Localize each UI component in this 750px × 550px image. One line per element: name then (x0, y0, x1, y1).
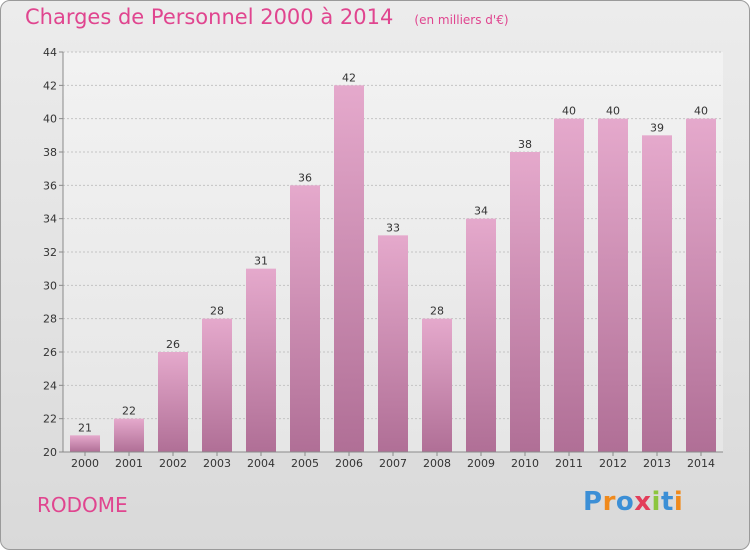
value-label-2012: 40 (606, 105, 620, 118)
y-axis-ticks: 20 22 24 26 28 30 32 34 36 38 40 42 44 (43, 46, 63, 459)
bar-2013 (642, 135, 672, 453)
bar-2014 (686, 118, 716, 453)
logo-letter: P (583, 487, 603, 517)
value-label-2007: 33 (386, 221, 400, 234)
x-tick-label-2003: 2003 (203, 457, 231, 470)
bar-2012 (598, 118, 628, 453)
bar-2003 (202, 318, 232, 452)
bar-2010 (510, 152, 540, 452)
value-label-2002: 26 (166, 338, 180, 351)
bar-2002 (158, 352, 188, 452)
x-axis-ticks: 2000 2001 2002 2003 2004 2005 2006 2007 2008 2009… (71, 452, 715, 470)
logo-letter: i (673, 487, 684, 517)
x-tick-label-2005: 2005 (291, 457, 319, 470)
y-tick-label: 22 (43, 413, 57, 426)
x-tick-label-2014: 2014 (687, 457, 715, 470)
title-row: Charges de Personnel 2000 à 2014 (en mil… (25, 5, 509, 29)
bar-2001 (114, 418, 144, 452)
y-tick-label: 32 (43, 246, 57, 259)
logo-letter: i (651, 487, 661, 517)
proxiti-logo: Proxiti (583, 487, 683, 517)
value-label-2009: 34 (474, 205, 488, 218)
value-label-2004: 31 (254, 255, 268, 268)
value-label-2000: 21 (78, 421, 92, 434)
x-tick-label-2000: 2000 (71, 457, 99, 470)
y-tick-label: 30 (43, 279, 57, 292)
y-tick-label: 34 (43, 213, 57, 226)
bar-2005 (290, 185, 320, 453)
bar-2008 (422, 318, 452, 452)
y-tick-label: 36 (43, 179, 57, 192)
x-tick-label-2009: 2009 (467, 457, 495, 470)
value-label-2006: 42 (342, 71, 356, 84)
y-tick-label: 24 (43, 379, 57, 392)
value-label-2005: 36 (298, 171, 312, 184)
x-tick-label-2013: 2013 (643, 457, 671, 470)
y-tick-label: 40 (43, 113, 57, 126)
chart-title: Charges de Personnel 2000 à 2014 (25, 5, 394, 29)
x-tick-label-2008: 2008 (423, 457, 451, 470)
bar-2009 (466, 218, 496, 452)
y-tick-label: 28 (43, 313, 57, 326)
chart-subtitle: (en milliers d'€) (414, 13, 509, 27)
x-tick-label-2001: 2001 (115, 457, 143, 470)
commune-name: RODOME (37, 493, 128, 517)
value-label-2011: 40 (562, 105, 576, 118)
value-label-2008: 28 (430, 305, 444, 318)
logo-letter: t (660, 487, 674, 517)
bar-2011 (554, 118, 584, 453)
logo-letter: o (615, 487, 635, 517)
bar-2004 (246, 268, 276, 452)
y-tick-label: 38 (43, 146, 57, 159)
bar-2000 (70, 435, 100, 452)
x-tick-label-2011: 2011 (555, 457, 583, 470)
y-tick-label: 26 (43, 346, 57, 359)
y-tick-label: 20 (43, 446, 57, 459)
logo-letter: r (602, 487, 616, 517)
x-tick-label-2010: 2010 (511, 457, 539, 470)
value-labels: 21 22 26 28 31 36 42 33 28 34 38 40 40 39 40 (78, 71, 708, 434)
x-tick-label-2012: 2012 (599, 457, 627, 470)
value-label-2001: 22 (122, 405, 136, 418)
value-label-2014: 40 (694, 105, 708, 118)
value-label-2013: 39 (650, 121, 664, 134)
x-tick-label-2004: 2004 (247, 457, 275, 470)
bar-2007 (378, 235, 408, 452)
value-label-2010: 38 (518, 138, 532, 151)
y-tick-label: 42 (43, 79, 57, 92)
x-tick-label-2006: 2006 (335, 457, 363, 470)
value-label-2003: 28 (210, 305, 224, 318)
bars (70, 85, 716, 453)
bar-2006 (334, 85, 364, 452)
y-tick-label: 44 (43, 46, 57, 59)
x-tick-label-2002: 2002 (159, 457, 187, 470)
logo-letter: x (634, 487, 652, 517)
x-tick-label-2007: 2007 (379, 457, 407, 470)
